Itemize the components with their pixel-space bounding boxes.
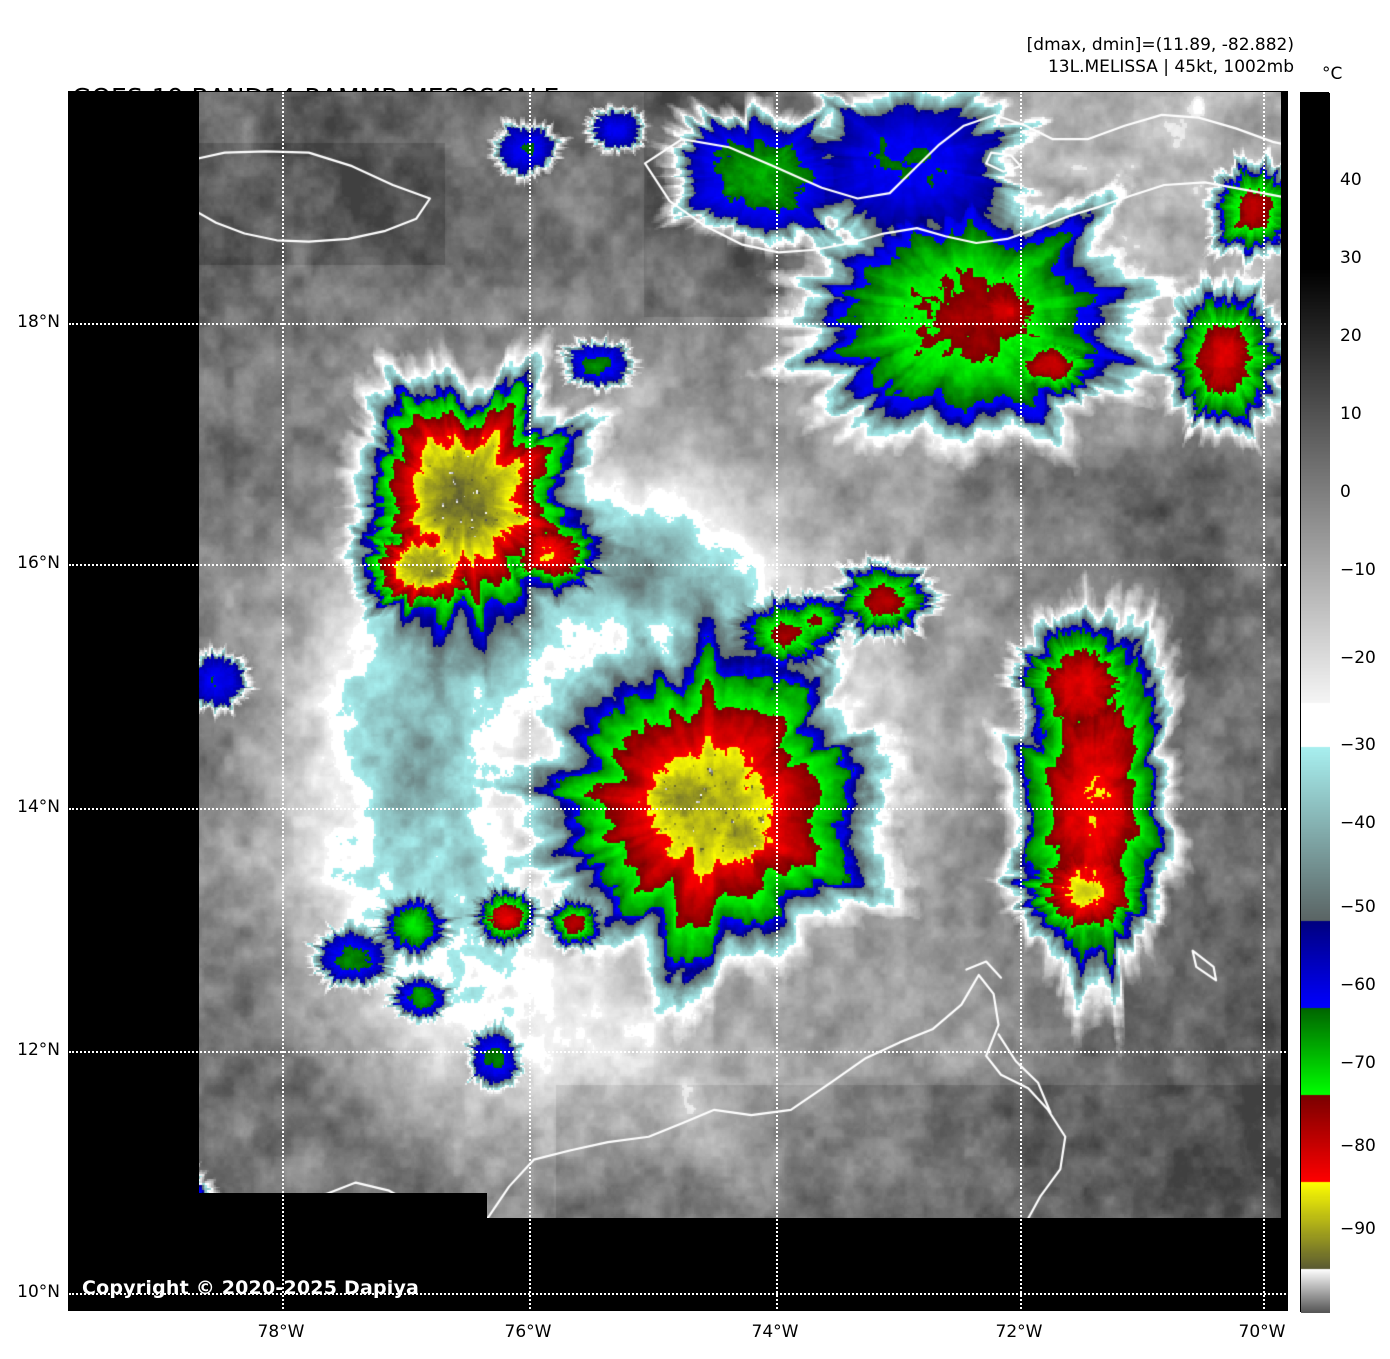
gridline-lon-78 <box>282 92 284 1310</box>
gridline-lat-18 <box>69 323 1287 325</box>
cbtick-m80: −80 <box>1340 1136 1376 1156</box>
cbtick-10: 10 <box>1340 404 1362 424</box>
ytick-18n: 18°N <box>17 312 60 332</box>
gridline-lat-12 <box>69 1051 1287 1053</box>
cbtick-m20: −20 <box>1340 648 1376 668</box>
no-data-region-west <box>69 92 199 1310</box>
xtick-76w: 76°W <box>504 1322 552 1342</box>
gridline-lat-14 <box>69 808 1287 810</box>
gridline-lon-72 <box>1020 92 1022 1310</box>
cbtick-m70: −70 <box>1340 1053 1376 1073</box>
cbtick-40: 40 <box>1340 170 1362 190</box>
ytick-10n: 10°N <box>17 1282 60 1302</box>
xtick-70w: 70°W <box>1238 1322 1286 1342</box>
gridline-lon-74 <box>776 92 778 1310</box>
copyright-notice: Copyright © 2020-2025 Dapiya <box>82 1277 420 1299</box>
cbtick-0: 0 <box>1340 482 1351 502</box>
ytick-12n: 12°N <box>17 1040 60 1060</box>
ytick-16n: 16°N <box>17 553 60 573</box>
metadata-block: [dmax, dmin]=(11.89, -82.882) 13L.MELISS… <box>1027 34 1294 78</box>
cbtick-m30: −30 <box>1340 735 1376 755</box>
temperature-colorbar[interactable] <box>1300 92 1330 1313</box>
gridline-lat-16 <box>69 564 1287 566</box>
gridline-lon-76 <box>529 92 531 1310</box>
no-data-region-east <box>1281 92 1287 1310</box>
colorbar-unit-label: °C <box>1322 64 1343 84</box>
xtick-74w: 74°W <box>751 1322 799 1342</box>
satellite-infrared-raster <box>69 92 1287 1310</box>
colorbar-gradient <box>1301 93 1330 1313</box>
cbtick-m60: −60 <box>1340 975 1376 995</box>
xtick-78w: 78°W <box>257 1322 305 1342</box>
cbtick-m90: −90 <box>1340 1219 1376 1239</box>
cbtick-m40: −40 <box>1340 813 1376 833</box>
cbtick-20: 20 <box>1340 326 1362 346</box>
cbtick-m10: −10 <box>1340 560 1376 580</box>
xtick-72w: 72°W <box>995 1322 1043 1342</box>
satellite-image-plot[interactable] <box>68 91 1288 1311</box>
storm-info-label: 13L.MELISSA | 45kt, 1002mb <box>1047 57 1294 77</box>
gridline-lon-70 <box>1263 92 1265 1310</box>
cbtick-30: 30 <box>1340 248 1362 268</box>
cbtick-m50: −50 <box>1340 897 1376 917</box>
ytick-14n: 14°N <box>17 797 60 817</box>
gridline-lat-10 <box>69 1293 1287 1295</box>
data-minmax-label: [dmax, dmin]=(11.89, -82.882) <box>1026 35 1294 55</box>
